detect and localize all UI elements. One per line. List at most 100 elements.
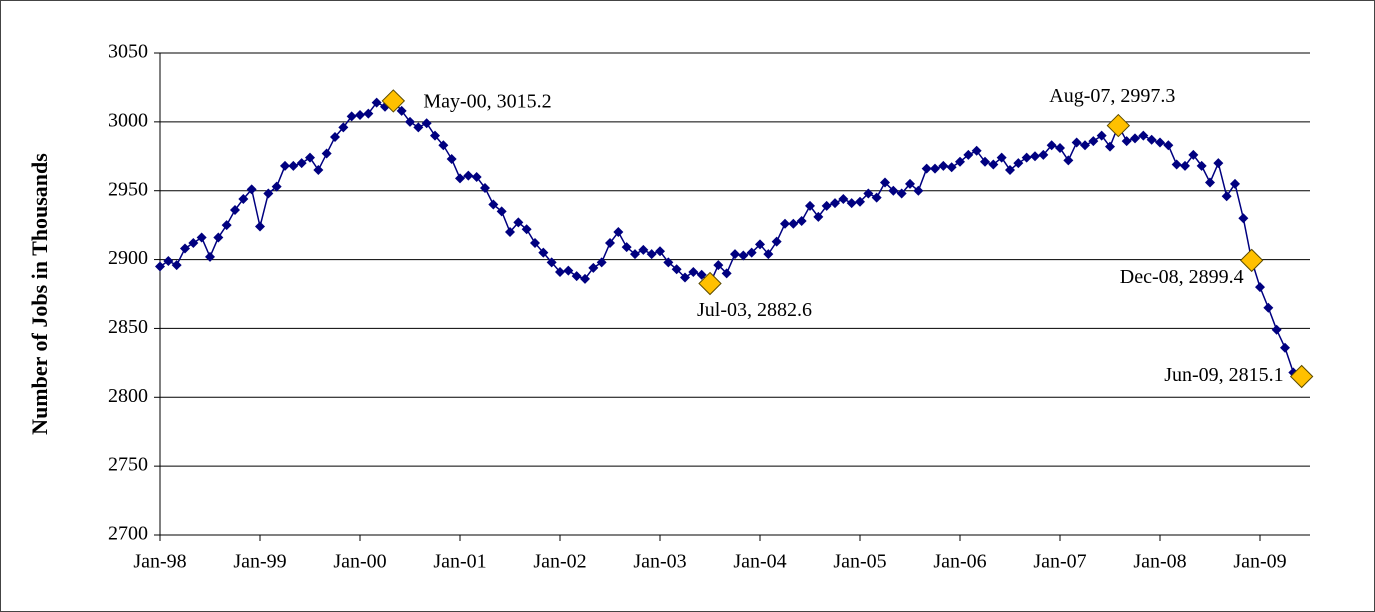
data-point xyxy=(521,224,532,235)
data-point xyxy=(1121,136,1132,147)
data-point xyxy=(1238,213,1249,224)
data-point xyxy=(438,140,449,151)
data-point xyxy=(330,132,340,143)
highlight-point xyxy=(698,271,722,296)
data-point xyxy=(646,249,657,260)
x-tick-label: Jan-07 xyxy=(1033,551,1086,573)
highlight-point xyxy=(1239,248,1264,273)
y-tick-label: 2700 xyxy=(108,523,148,545)
data-point xyxy=(1196,160,1207,171)
data-point xyxy=(213,232,224,243)
data-point xyxy=(605,238,615,249)
data-point xyxy=(888,185,899,196)
data-point xyxy=(196,232,207,243)
data-point xyxy=(1096,130,1107,141)
data-point xyxy=(1063,155,1074,166)
data-point xyxy=(588,262,599,273)
data-point xyxy=(1088,136,1099,147)
data-point xyxy=(371,97,382,108)
data-point xyxy=(855,196,865,207)
data-point xyxy=(1055,143,1065,154)
data-point xyxy=(555,266,565,277)
data-point xyxy=(471,171,482,182)
data-point xyxy=(230,204,240,215)
data-point xyxy=(880,177,890,188)
data-point xyxy=(563,265,574,276)
data-point xyxy=(955,156,965,167)
data-point xyxy=(1013,158,1024,169)
data-point xyxy=(413,122,424,133)
data-point xyxy=(255,221,265,232)
data-point xyxy=(1180,160,1190,171)
data-point xyxy=(463,170,474,181)
data-point xyxy=(513,217,524,228)
data-point xyxy=(655,246,665,257)
data-point xyxy=(838,193,849,204)
data-point xyxy=(1021,152,1032,163)
y-tick-label: 2750 xyxy=(108,454,148,476)
data-point xyxy=(863,188,874,199)
data-point xyxy=(930,163,940,174)
data-point xyxy=(405,116,415,127)
data-point xyxy=(221,220,232,231)
y-tick-label: 2800 xyxy=(108,385,148,407)
data-point xyxy=(871,192,882,203)
x-tick-label: Jan-03 xyxy=(633,551,686,573)
data-point xyxy=(796,216,807,227)
data-point xyxy=(830,198,840,209)
data-point xyxy=(1221,191,1232,202)
data-point xyxy=(696,269,707,280)
data-point xyxy=(671,264,682,275)
data-point xyxy=(946,162,957,173)
data-point xyxy=(846,198,857,209)
data-point xyxy=(571,271,582,282)
data-point xyxy=(421,118,432,129)
data-point xyxy=(171,260,182,271)
data-point xyxy=(638,244,649,255)
data-point xyxy=(746,247,757,258)
data-point xyxy=(596,257,607,268)
data-point xyxy=(1130,133,1140,144)
data-point xyxy=(1205,177,1215,188)
data-point xyxy=(896,188,907,199)
y-tick-label: 3050 xyxy=(108,41,148,63)
data-point xyxy=(355,109,365,120)
y-tick-label: 3000 xyxy=(108,109,148,131)
data-point xyxy=(905,178,915,189)
highlight-point xyxy=(381,89,406,113)
data-point xyxy=(1163,140,1174,151)
data-point xyxy=(1146,134,1157,145)
data-point xyxy=(338,122,349,133)
y-tick-label: 2850 xyxy=(108,316,148,338)
data-point xyxy=(780,218,790,229)
data-point xyxy=(1171,159,1182,170)
data-point xyxy=(980,156,990,167)
data-point xyxy=(288,160,299,171)
data-label: Jun-09, 2815.1 xyxy=(1164,364,1283,386)
y-tick-label: 2950 xyxy=(108,178,148,200)
data-point xyxy=(621,242,632,253)
data-point xyxy=(163,255,174,266)
data-point xyxy=(430,130,440,141)
data-point xyxy=(1213,158,1224,169)
data-point xyxy=(813,211,824,222)
data-point xyxy=(263,188,274,199)
x-tick-label: Jan-98 xyxy=(133,551,186,573)
data-point xyxy=(305,152,315,163)
x-tick-label: Jan-08 xyxy=(1133,551,1186,573)
data-point xyxy=(738,250,749,261)
data-point xyxy=(1046,140,1057,151)
data-point xyxy=(238,193,249,204)
data-point xyxy=(1105,141,1115,152)
data-point xyxy=(721,268,732,279)
data-point xyxy=(1255,282,1265,293)
y-tick-label: 2900 xyxy=(108,247,148,269)
x-tick-label: Jan-00 xyxy=(333,551,386,573)
data-point xyxy=(771,236,782,247)
data-point xyxy=(546,257,557,268)
data-point xyxy=(788,218,799,229)
data-point xyxy=(205,251,215,262)
data-label: Jul-03, 2882.6 xyxy=(697,299,812,321)
